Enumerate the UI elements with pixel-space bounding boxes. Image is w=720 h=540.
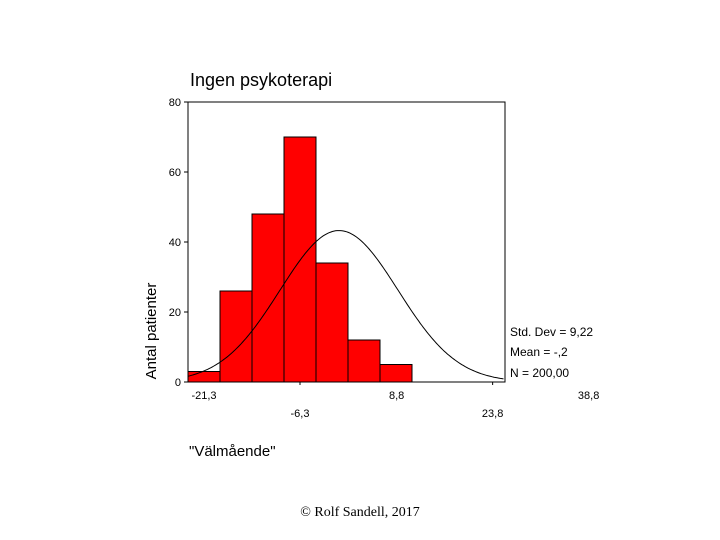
- y-tick-label: 20: [169, 307, 181, 319]
- y-axis: 0 20 40 60 80: [169, 97, 188, 389]
- histogram-bar: [347, 339, 381, 383]
- x-tick-label: 23,8: [482, 408, 503, 420]
- y-tick-label: 40: [169, 237, 181, 249]
- x-axis: -21,3 8,8 38,8 -6,3 23,8: [191, 382, 599, 420]
- normal-curve: [188, 230, 504, 380]
- histogram-bar: [379, 364, 413, 383]
- x-tick-label: 38,8: [578, 390, 599, 402]
- mean-label: Mean = -,2: [510, 345, 568, 359]
- std-dev-label: Std. Dev = 9,22: [510, 325, 593, 339]
- x-tick-label: -21,3: [191, 390, 216, 402]
- histogram-bar: [187, 371, 221, 383]
- x-axis-label: "Välmående": [189, 443, 276, 460]
- y-axis-label: Antal patienter: [143, 283, 160, 380]
- copyright-footer: © Rolf Sandell, 2017: [300, 505, 420, 520]
- y-tick-label: 60: [169, 167, 181, 179]
- y-tick-label: 0: [175, 377, 181, 389]
- histogram-bar: [251, 213, 285, 383]
- x-tick-label: -6,3: [291, 408, 310, 420]
- x-tick-label: 8,8: [389, 390, 404, 402]
- chart-title: Ingen psykoterapi: [190, 70, 332, 90]
- n-label: N = 200,00: [510, 366, 569, 380]
- histogram-bar: [219, 290, 253, 383]
- y-tick-label: 80: [169, 97, 181, 109]
- bars-group: [187, 136, 413, 383]
- histogram-bar: [315, 262, 349, 383]
